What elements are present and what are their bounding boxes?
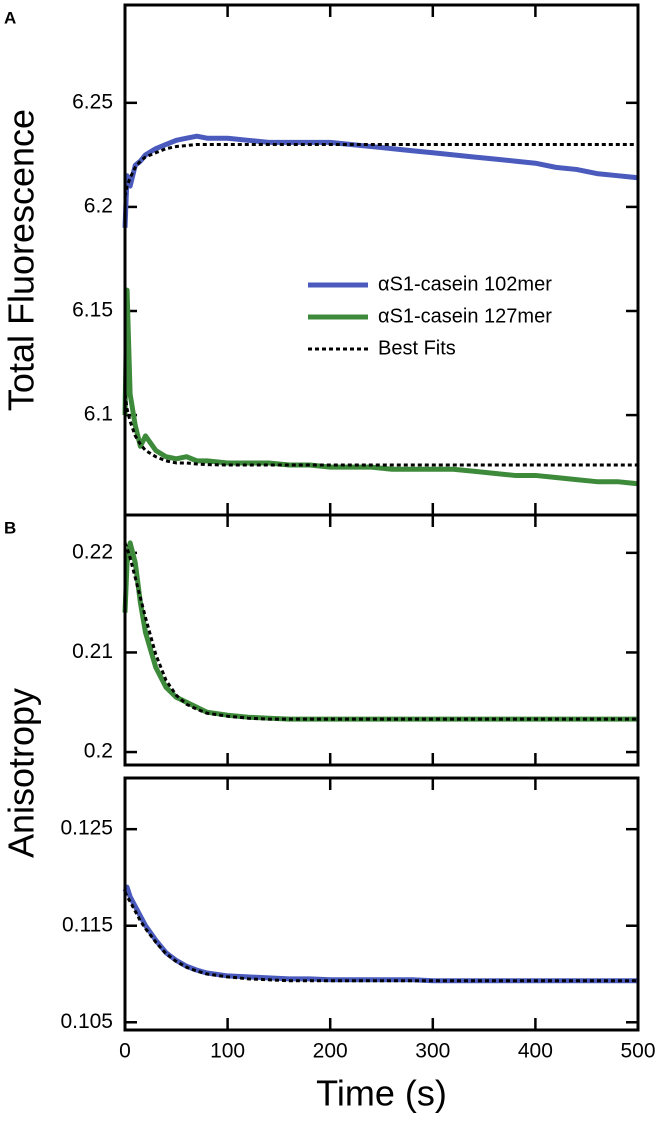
y-tick-label: 6.25: [72, 90, 113, 113]
fit-line: [123, 142, 638, 197]
panel-label: A: [4, 8, 16, 27]
y-tick-label: 0.115: [62, 913, 113, 936]
fit-line: [123, 891, 638, 983]
legend-label: αS1-casein 127mer: [378, 305, 552, 327]
data-line: [122, 884, 638, 984]
data-line: [122, 540, 638, 722]
y-axis-label: Total Fluorescence: [1, 109, 42, 411]
y-tick-label: 0.22: [72, 540, 113, 563]
y-axis-label: Anisotropy: [1, 688, 42, 858]
fit-line: [123, 394, 638, 467]
legend-label: αS1-casein 102mer: [378, 273, 552, 295]
x-tick-label: 100: [210, 1040, 245, 1063]
y-tick-label: 0.21: [72, 640, 113, 663]
x-axis-label: Time (s): [316, 1073, 447, 1114]
data-line: [122, 133, 639, 228]
plot-frame: [123, 513, 640, 767]
plot-frame: [123, 776, 640, 1032]
x-tick-label: 500: [620, 1040, 655, 1063]
y-tick-label: 6.2: [84, 194, 113, 217]
x-tick-label: 400: [518, 1040, 553, 1063]
y-tick-label: 6.1: [84, 403, 113, 426]
panel-label: B: [4, 518, 16, 537]
y-tick-label: 0.105: [60, 1010, 113, 1033]
x-tick-label: 300: [415, 1040, 450, 1063]
y-tick-label: 0.2: [84, 740, 113, 763]
plot-frame: [123, 3, 640, 517]
y-tick-label: 0.125: [60, 817, 113, 840]
legend-label: Best Fits: [378, 337, 456, 359]
x-tick-label: 0: [119, 1040, 131, 1063]
y-tick-label: 6.15: [72, 299, 113, 322]
fit-line: [123, 542, 638, 721]
x-tick-label: 200: [313, 1040, 348, 1063]
